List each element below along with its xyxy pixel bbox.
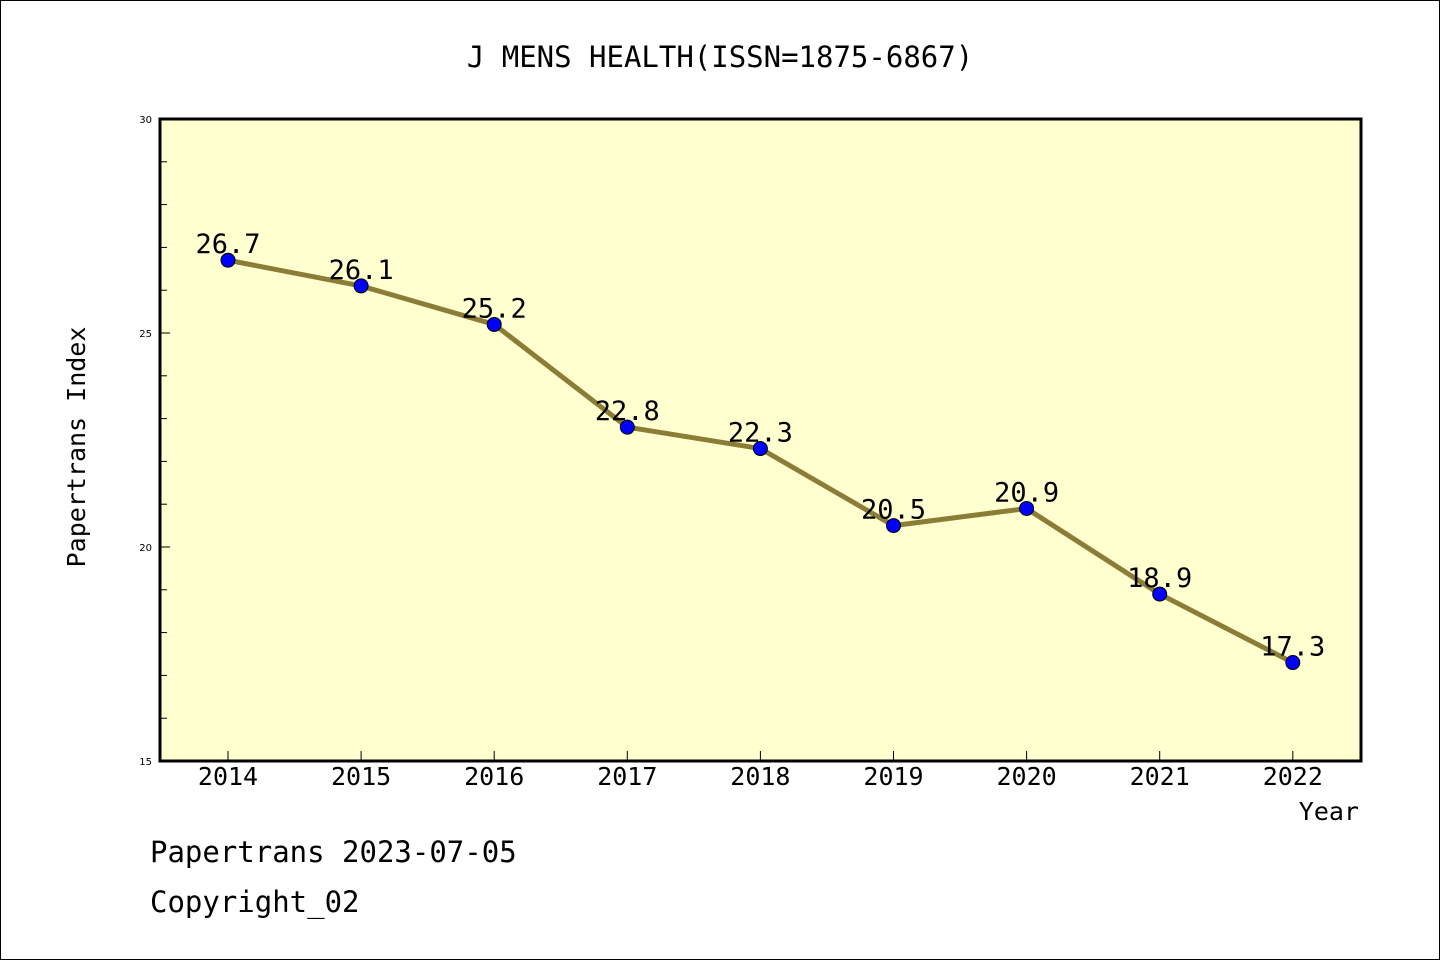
plot-area xyxy=(158,117,1363,763)
data-point xyxy=(619,419,635,435)
y-tick-label: 20 xyxy=(139,543,152,554)
x-tick-label: 2016 xyxy=(464,762,524,791)
y-tick-label: 25 xyxy=(139,329,152,340)
data-point xyxy=(353,278,369,294)
data-label: 18.9 xyxy=(1127,563,1192,594)
x-axis: 2014 2015 2016 2017 2018 2019 2020 2021 2022 xyxy=(198,751,1323,791)
data-label: 20.9 xyxy=(994,477,1059,508)
data-point xyxy=(1152,586,1168,602)
data-labels: 26.7 26.1 25.2 22.8 22.3 20.5 20.9 18.9 17.3 xyxy=(195,229,1325,662)
data-label: 22.8 xyxy=(595,396,660,427)
x-axis-label: Year xyxy=(1299,797,1359,826)
data-point xyxy=(1019,500,1035,516)
y-tick-label: 15 xyxy=(139,757,152,768)
chart-title: J MENS HEALTH(ISSN=1875-6867) xyxy=(467,40,973,74)
data-label: 20.5 xyxy=(861,495,926,526)
x-tick-label: 2014 xyxy=(198,762,258,791)
data-point xyxy=(220,252,236,268)
data-point xyxy=(1285,655,1301,671)
data-point xyxy=(886,518,901,534)
x-tick-label: 2020 xyxy=(996,762,1056,791)
data-label: 22.3 xyxy=(728,418,793,449)
y-axis: 15 20 25 30 xyxy=(139,115,170,768)
y-tick-label: 30 xyxy=(139,115,152,126)
data-points xyxy=(220,252,1301,671)
data-point xyxy=(486,316,502,332)
x-tick-label: 2017 xyxy=(597,762,657,791)
footer-copyright: Copyright_02 xyxy=(150,885,360,919)
data-label: 17.3 xyxy=(1260,632,1325,663)
x-tick-label: 2018 xyxy=(730,762,790,791)
x-tick-label: 2019 xyxy=(863,762,923,791)
data-label: 25.2 xyxy=(462,293,527,324)
data-label: 26.1 xyxy=(329,255,394,286)
x-tick-label: 2022 xyxy=(1263,762,1323,791)
data-label: 26.7 xyxy=(195,229,260,260)
x-tick-label: 2021 xyxy=(1130,762,1190,791)
footer-date: Papertrans 2023-07-05 xyxy=(150,835,517,869)
data-point xyxy=(752,441,768,457)
y-axis-label: Papertrans Index xyxy=(62,327,91,568)
x-tick-label: 2015 xyxy=(331,762,391,791)
